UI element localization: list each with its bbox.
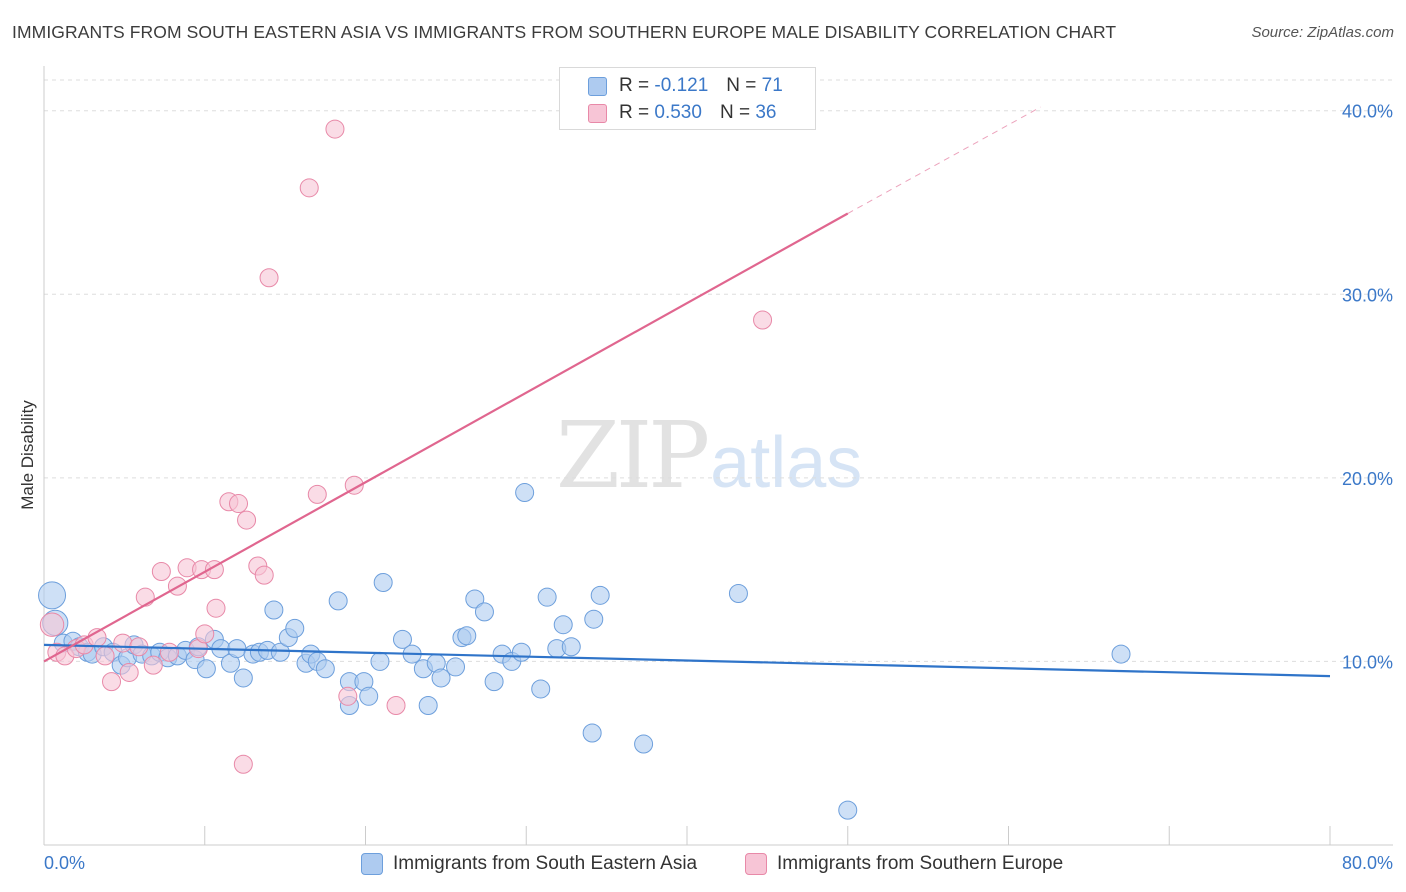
pink-data-point	[102, 672, 122, 692]
pink-data-point	[113, 633, 133, 653]
series-legend-2: Immigrants from Southern Europe	[745, 851, 1063, 877]
pink-data-point	[229, 494, 249, 514]
pink-data-point	[338, 686, 358, 706]
pink-data-point	[753, 310, 773, 330]
pink-data-point	[386, 695, 406, 715]
blue-trend-line	[43, 643, 1331, 678]
pink-data-point	[206, 598, 226, 618]
series-legend-1: Immigrants from South Eastern Asia	[361, 851, 697, 877]
blue-data-point	[584, 609, 604, 629]
blue-data-point	[457, 626, 477, 646]
blue-data-point	[634, 734, 654, 754]
x-tick-label: 0.0%	[44, 853, 85, 873]
pink-data-point	[195, 624, 215, 644]
blue-data-point	[838, 800, 858, 820]
blue-data-point	[446, 657, 466, 677]
pink-data-point	[307, 484, 327, 504]
blue-data-point	[38, 581, 67, 610]
pink-data-point	[135, 587, 155, 607]
legend-r-label: R =	[619, 75, 650, 96]
y-tick-label: 40.0%	[1342, 102, 1393, 122]
blue-data-point	[515, 483, 535, 503]
legend-r-value: -0.121	[654, 75, 709, 96]
blue-data-point	[196, 659, 216, 679]
blue-data-point	[1111, 644, 1131, 664]
legend-row-pink: R = 0.530 N = 36	[619, 102, 776, 124]
blue-data-point	[285, 618, 305, 638]
pink-data-point	[344, 475, 364, 495]
blue-data-point	[418, 695, 438, 715]
blue-data-point	[392, 629, 412, 649]
blue-data-point	[373, 572, 393, 592]
series-legend-swatch-blue	[361, 853, 383, 875]
blue-data-point	[315, 659, 335, 679]
pink-data-point	[237, 510, 257, 530]
legend-row-blue: R = -0.121 N = 71	[619, 75, 783, 97]
pink-data-point	[151, 561, 171, 581]
legend-n-label: N =	[719, 102, 751, 123]
pink-data-point	[259, 268, 279, 288]
pink-trend-line	[43, 212, 849, 663]
pink-data-point	[254, 565, 274, 585]
legend-r-label: R =	[619, 102, 650, 123]
chart-title: IMMIGRANTS FROM SOUTH EASTERN ASIA VS IM…	[12, 22, 1117, 42]
pink-data-point	[95, 646, 115, 666]
blue-data-point	[537, 587, 557, 607]
blue-data-point	[474, 602, 494, 622]
correlation-legend: R = -0.121 N = 71 R = 0.530 N = 36	[559, 67, 816, 130]
blue-data-point	[561, 637, 581, 657]
y-tick-label: 30.0%	[1342, 285, 1393, 305]
legend-n-label: N =	[726, 75, 757, 96]
blue-data-point	[270, 642, 290, 662]
series-legend-swatch-pink	[745, 853, 767, 875]
pink-data-point	[39, 612, 65, 637]
blue-data-point	[553, 615, 573, 635]
blue-data-point	[582, 723, 602, 743]
blue-data-point	[233, 668, 253, 688]
pink-data-point	[143, 655, 163, 675]
pink-data-point	[233, 754, 253, 774]
blue-data-point	[531, 679, 551, 699]
series-legend-label-2: Immigrants from Southern Europe	[777, 853, 1064, 874]
pink-data-point	[325, 119, 345, 139]
blue-data-point	[484, 672, 504, 692]
blue-data-point	[370, 651, 390, 671]
x-tick-label: 80.0%	[1342, 853, 1393, 873]
blue-data-point	[431, 668, 451, 688]
pink-trend-extension	[847, 106, 1041, 214]
legend-swatch-blue	[588, 77, 607, 96]
blue-data-point	[511, 642, 531, 662]
legend-n-value: 71	[761, 75, 783, 96]
blue-data-point	[328, 591, 348, 611]
source-credit: Source: ZipAtlas.com	[1251, 24, 1394, 41]
series-legend-label-1: Immigrants from South Eastern Asia	[393, 853, 698, 874]
legend-swatch-pink	[588, 104, 607, 123]
y-tick-label: 10.0%	[1342, 652, 1393, 672]
blue-data-point	[359, 686, 379, 706]
pink-data-point	[299, 178, 319, 198]
blue-data-point	[590, 585, 610, 605]
legend-r-value: 0.530	[654, 102, 702, 123]
legend-n-value: 36	[755, 102, 777, 123]
blue-data-point	[728, 584, 748, 604]
y-tick-label: 20.0%	[1342, 469, 1393, 489]
blue-data-point	[465, 589, 485, 609]
blue-data-point	[264, 600, 284, 620]
pink-data-point	[119, 662, 139, 682]
pink-data-point	[159, 642, 179, 662]
